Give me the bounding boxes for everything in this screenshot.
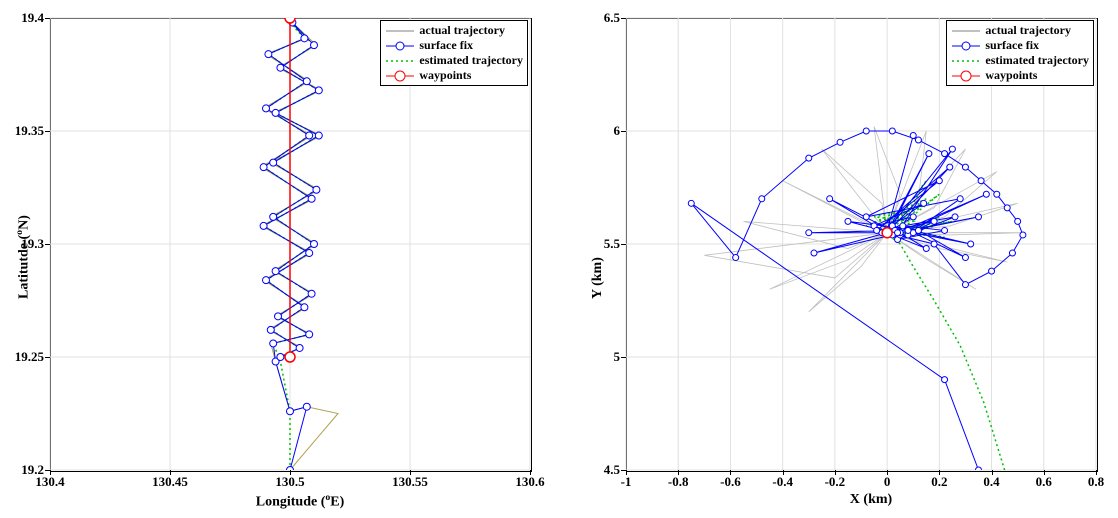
ytick-label: 6 [614,123,621,139]
legend-item-surface: surface fix [951,38,1089,53]
xtick-label: 0.6 [1024,474,1064,490]
legend-item-estimated: estimated trajectory [385,53,523,68]
ytick-label: 19.25 [15,349,44,365]
right-ylabel: Y (km) [590,257,606,299]
legend-label: actual trajectory [419,23,505,38]
legend-label: waypoints [985,68,1037,83]
xtick-label: 130.5 [270,474,310,490]
right-legend: actual trajectorysurface fixestimated tr… [946,20,1094,86]
legend-item-actual: actual trajectory [951,23,1089,38]
xtick-label: 130.6 [510,474,550,490]
xtick-label: 0.2 [919,474,959,490]
ytick-label: 19.2 [21,462,44,478]
right-panel: actual trajectorysurface fixestimated tr… [559,0,1118,518]
legend-item-waypoints: waypoints [951,68,1089,83]
xtick-label: -0.4 [763,474,803,490]
legend-item-estimated: estimated trajectory [951,53,1089,68]
left-xlabel: Longitude (oE) [230,492,370,511]
ytick-label: 5.5 [604,236,620,252]
legend-label: estimated trajectory [985,53,1089,68]
legend-label: waypoints [419,68,471,83]
xtick-label: -0.6 [710,474,750,490]
ytick-label: 6.5 [604,10,620,26]
figure-container: actual trajectorysurface fixestimated tr… [0,0,1118,518]
legend-item-actual: actual trajectory [385,23,523,38]
legend-label: surface fix [985,38,1039,53]
xtick-label: -0.2 [815,474,855,490]
legend-item-surface: surface fix [385,38,523,53]
xtick-label: 0.8 [1076,474,1116,490]
ytick-label: 19.4 [21,10,44,26]
left-legend: actual trajectorysurface fixestimated tr… [380,20,528,86]
ytick-label: 19.35 [15,123,44,139]
left-panel: actual trajectorysurface fixestimated tr… [0,0,559,518]
ytick-label: 4.5 [604,462,620,478]
right-xlabel: X (km) [801,492,941,508]
left-ylabel: Latitutde (oN) [14,215,33,299]
xtick-label: -0.8 [658,474,698,490]
xtick-label: 130.45 [150,474,190,490]
legend-label: estimated trajectory [419,53,523,68]
legend-label: surface fix [419,38,473,53]
ytick-label: 5 [614,349,621,365]
legend-item-waypoints: waypoints [385,68,523,83]
legend-label: actual trajectory [985,23,1071,38]
xtick-label: 0.4 [972,474,1012,490]
xtick-label: 0 [867,474,907,490]
xtick-label: 130.55 [390,474,430,490]
